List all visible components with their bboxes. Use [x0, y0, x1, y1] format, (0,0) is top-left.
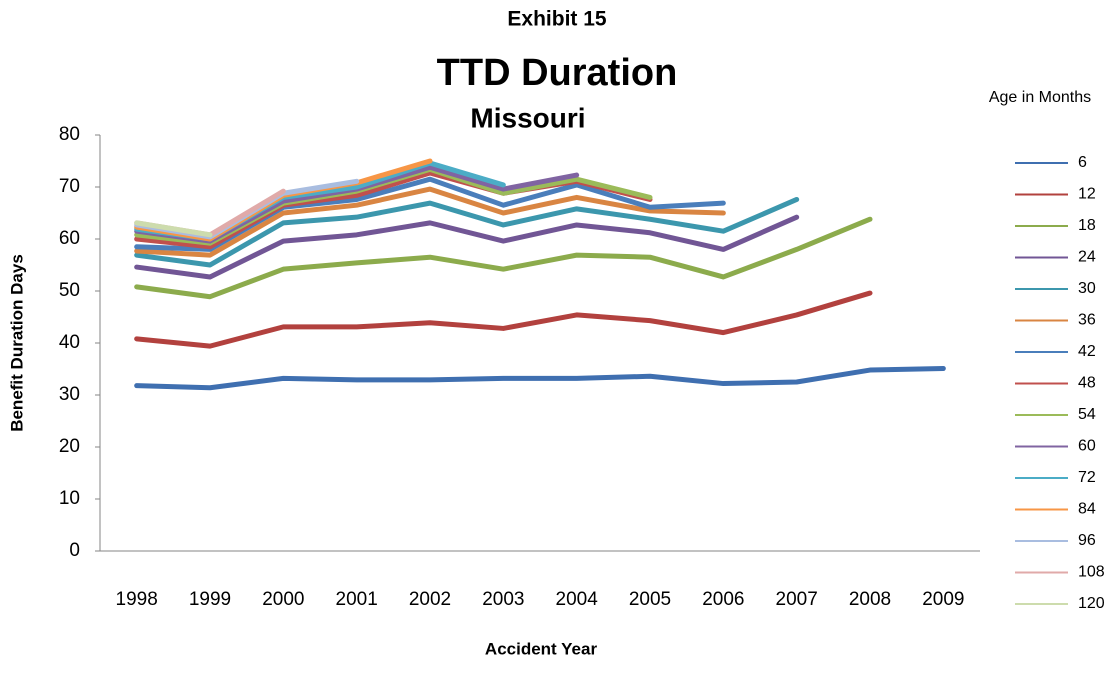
series-line	[134, 220, 213, 238]
series-line	[134, 214, 800, 280]
x-tick-label: 2002	[409, 589, 451, 610]
legend-label: 42	[1078, 343, 1096, 360]
series-line	[134, 186, 726, 258]
x-tick-label: 2009	[922, 589, 964, 610]
legend-label: 36	[1078, 312, 1096, 329]
legend-label: 12	[1078, 186, 1096, 203]
legend-label: 30	[1078, 280, 1096, 297]
legend-label: 96	[1078, 532, 1096, 549]
x-tick-label: 2003	[482, 589, 524, 610]
series-line	[134, 196, 800, 268]
x-tick-label: 2006	[702, 589, 744, 610]
supertitle: Exhibit 15	[507, 8, 607, 31]
legend-label: 24	[1078, 249, 1096, 266]
y-axis-title: Benefit Duration Days	[7, 254, 26, 432]
legend-title: Age in Months	[989, 89, 1091, 106]
legend-label: 18	[1078, 217, 1096, 234]
y-tick-label: 80	[59, 124, 80, 145]
legend-label: 108	[1078, 564, 1105, 581]
x-tick-label: 2001	[336, 589, 378, 610]
y-tick-label: 60	[59, 228, 80, 249]
legend-label: 54	[1078, 406, 1096, 423]
y-tick-label: 30	[59, 384, 80, 405]
chart-subtitle: Missouri	[470, 102, 585, 133]
x-tick-label: 1998	[116, 589, 158, 610]
legend-label: 6	[1078, 154, 1087, 171]
legend-label: 60	[1078, 438, 1096, 455]
y-tick-label: 10	[59, 488, 80, 509]
legend-label: 48	[1078, 375, 1096, 392]
x-tick-label: 2000	[262, 589, 304, 610]
x-tick-label: 2005	[629, 589, 671, 610]
legend-label: 120	[1078, 595, 1105, 612]
series-line	[134, 216, 873, 300]
x-tick-label: 2004	[556, 589, 599, 610]
y-tick-label: 70	[59, 176, 80, 197]
y-tick-label: 50	[59, 280, 80, 301]
y-tick-label: 40	[59, 332, 80, 353]
series-line	[134, 365, 946, 391]
x-axis-title: Accident Year	[485, 639, 598, 658]
legend-label: 72	[1078, 469, 1096, 486]
series-line	[134, 290, 873, 349]
x-tick-label: 2008	[849, 589, 891, 610]
y-tick-label: 0	[69, 540, 80, 561]
chart-title: TTD Duration	[437, 52, 678, 94]
x-tick-label: 1999	[189, 589, 231, 610]
x-tick-label: 2007	[776, 589, 818, 610]
y-tick-label: 20	[59, 436, 80, 457]
legend-label: 84	[1078, 501, 1096, 518]
